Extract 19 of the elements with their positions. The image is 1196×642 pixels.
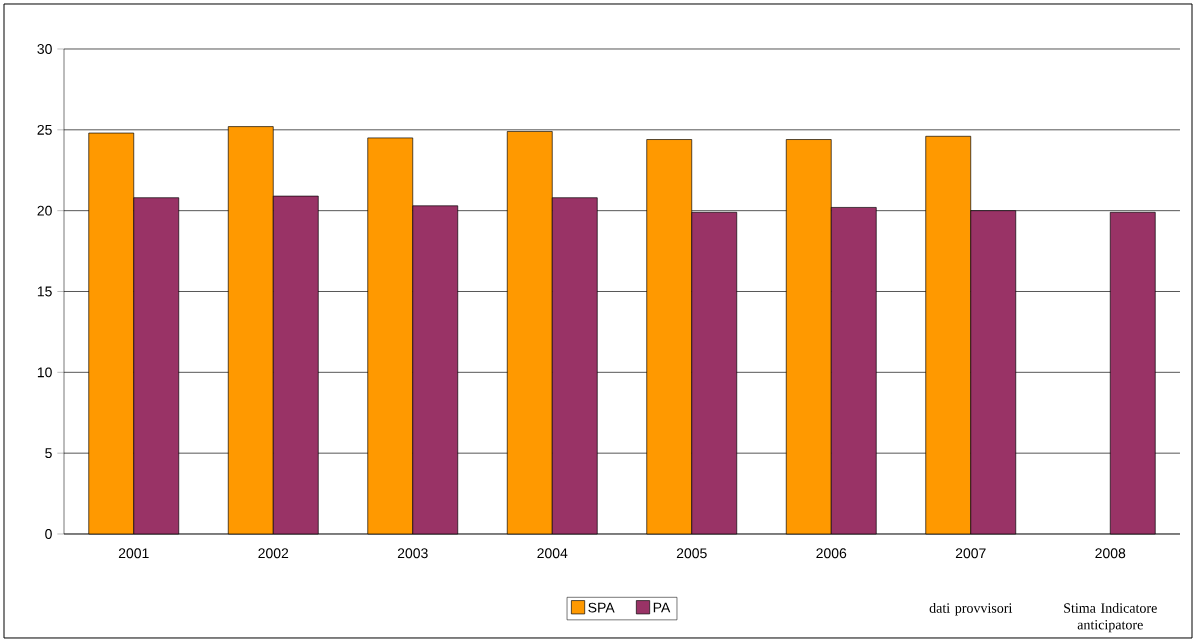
x-tick-label: 2002 bbox=[258, 548, 289, 559]
text: Stima Indicatore anticipatore bbox=[1064, 602, 1157, 633]
y-tick-label: 10 bbox=[37, 367, 52, 378]
legend-label: SPA bbox=[588, 602, 615, 613]
x-tick-label: 2008 bbox=[1095, 548, 1126, 559]
y-tick-label: 30 bbox=[37, 44, 52, 54]
x-tick-label: 2003 bbox=[397, 548, 428, 559]
y-tick-label: 5 bbox=[45, 448, 52, 459]
y-tick-label: 15 bbox=[37, 286, 52, 297]
x-tick-label: 2001 bbox=[118, 548, 149, 559]
legend-label: PA bbox=[653, 602, 671, 613]
x-tick-label: 2004 bbox=[537, 548, 568, 559]
x-tick-label: 2005 bbox=[676, 548, 707, 559]
x-tick-label: 2007 bbox=[955, 548, 986, 559]
y-tick-label: 25 bbox=[37, 124, 52, 135]
x-tick-label: 2006 bbox=[816, 548, 847, 559]
y-tick-label: 20 bbox=[37, 205, 52, 216]
text: dati provvisori bbox=[929, 602, 1013, 616]
y-tick-label: 0 bbox=[45, 529, 52, 539]
